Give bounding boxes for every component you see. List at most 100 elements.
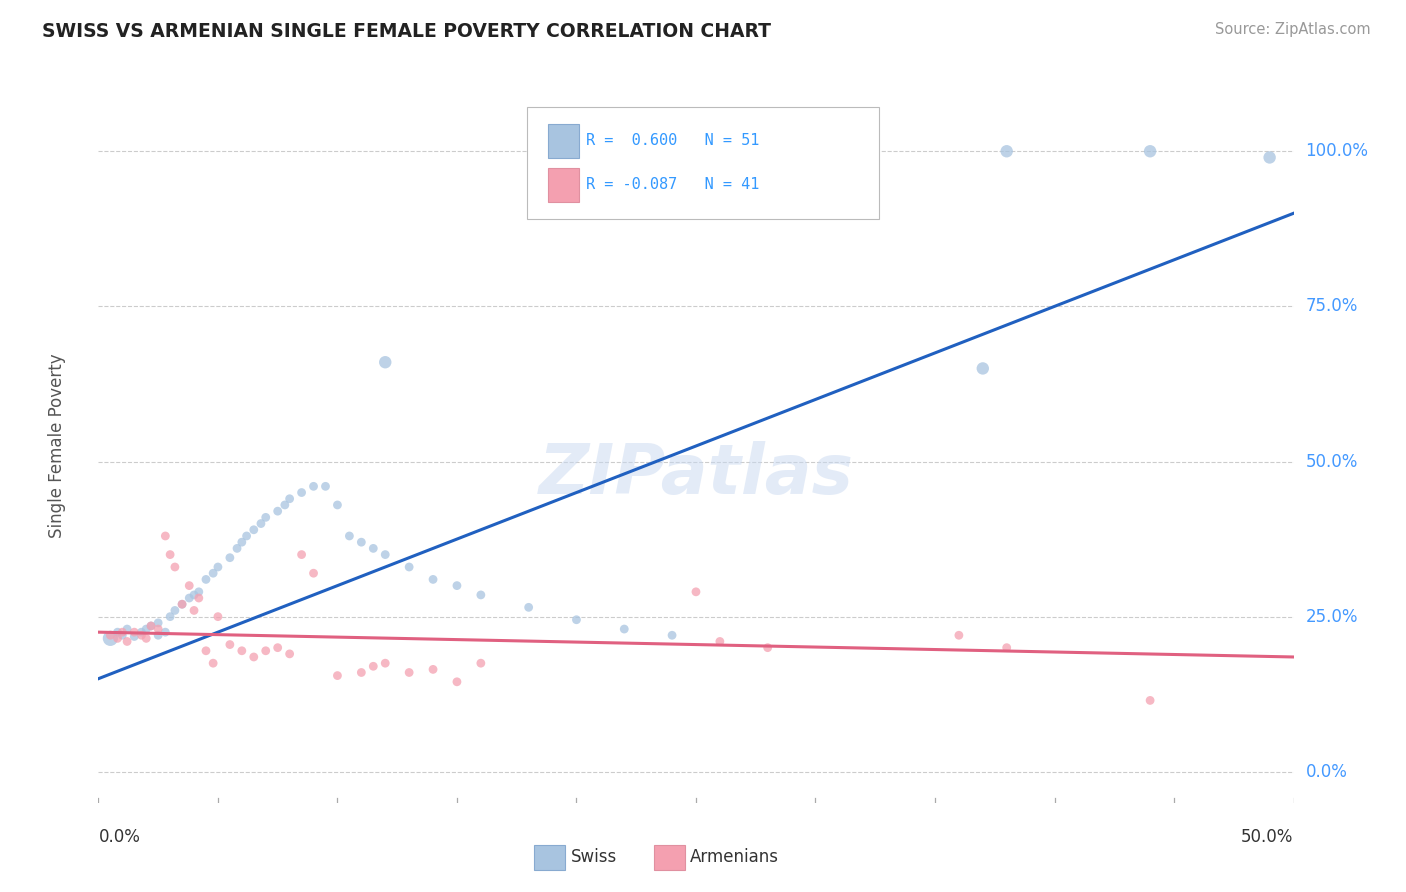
Point <box>219 550 242 565</box>
Point <box>219 638 242 652</box>
Point <box>1139 145 1161 159</box>
Point <box>207 560 229 574</box>
Point <box>135 622 157 636</box>
Point <box>235 529 257 543</box>
Text: 50.0%: 50.0% <box>1305 452 1358 470</box>
Text: 75.0%: 75.0% <box>1305 297 1358 316</box>
Point <box>155 625 177 640</box>
Point <box>187 591 209 605</box>
Point <box>290 548 312 562</box>
Point <box>135 632 157 646</box>
Point <box>202 656 225 670</box>
Point <box>350 665 373 680</box>
Point <box>187 584 209 599</box>
Point <box>131 625 153 640</box>
Point <box>179 579 201 593</box>
Point <box>995 640 1018 655</box>
Point <box>398 560 420 574</box>
Point <box>302 566 325 581</box>
Text: SWISS VS ARMENIAN SINGLE FEMALE POVERTY CORRELATION CHART: SWISS VS ARMENIAN SINGLE FEMALE POVERTY … <box>42 22 770 41</box>
Point <box>159 609 181 624</box>
Point <box>374 355 396 369</box>
Point <box>163 603 186 617</box>
Point <box>517 600 540 615</box>
Point <box>302 479 325 493</box>
Point <box>179 591 201 605</box>
Point <box>139 619 162 633</box>
Point <box>254 644 277 658</box>
Text: ZIPatlas: ZIPatlas <box>538 441 853 508</box>
Point <box>267 640 290 655</box>
Point <box>350 535 373 549</box>
Text: 50.0%: 50.0% <box>1241 828 1294 846</box>
Point <box>661 628 683 642</box>
Point <box>1258 151 1281 165</box>
Point <box>972 361 994 376</box>
Point <box>155 529 177 543</box>
Point <box>124 630 146 644</box>
Point <box>1139 693 1161 707</box>
Point <box>374 656 396 670</box>
Point <box>422 662 444 676</box>
Point <box>111 625 134 640</box>
Point <box>115 634 138 648</box>
Text: Source: ZipAtlas.com: Source: ZipAtlas.com <box>1215 22 1371 37</box>
Point <box>274 498 297 512</box>
Point <box>709 634 731 648</box>
Point <box>207 609 229 624</box>
Text: 100.0%: 100.0% <box>1305 142 1368 161</box>
Point <box>374 548 396 562</box>
Text: R = -0.087   N = 41: R = -0.087 N = 41 <box>586 177 759 192</box>
Point <box>565 613 588 627</box>
Point <box>139 619 162 633</box>
Point <box>363 659 385 673</box>
Point <box>278 491 301 506</box>
Point <box>202 566 225 581</box>
Point <box>446 579 468 593</box>
Point <box>131 628 153 642</box>
Point <box>470 588 492 602</box>
Point <box>756 640 779 655</box>
Text: 0.0%: 0.0% <box>1305 763 1347 780</box>
Point <box>98 632 122 646</box>
Point <box>231 644 253 658</box>
Point <box>398 665 420 680</box>
Point <box>613 622 636 636</box>
Point <box>446 674 468 689</box>
Point <box>250 516 273 531</box>
Point <box>172 597 194 611</box>
Text: Single Female Poverty: Single Female Poverty <box>48 354 66 538</box>
Point <box>337 529 360 543</box>
Point <box>422 573 444 587</box>
Point <box>194 644 217 658</box>
Point <box>148 615 170 630</box>
Point <box>172 597 194 611</box>
Point <box>254 510 277 524</box>
Point <box>243 523 266 537</box>
Text: Swiss: Swiss <box>571 848 617 866</box>
Point <box>111 628 134 642</box>
Point <box>363 541 385 556</box>
Point <box>326 498 349 512</box>
Point <box>948 628 970 642</box>
Text: 25.0%: 25.0% <box>1305 607 1358 625</box>
Point <box>107 625 129 640</box>
Text: Armenians: Armenians <box>690 848 779 866</box>
Point <box>470 656 492 670</box>
Point <box>194 573 217 587</box>
Text: R =  0.600   N = 51: R = 0.600 N = 51 <box>586 133 759 148</box>
Point <box>124 625 146 640</box>
Point <box>107 632 129 646</box>
Point <box>226 541 249 556</box>
Point <box>183 588 205 602</box>
Text: 0.0%: 0.0% <box>98 828 141 846</box>
Point <box>685 584 707 599</box>
Point <box>326 668 349 682</box>
Point <box>315 479 337 493</box>
Point <box>148 628 170 642</box>
Point <box>995 145 1018 159</box>
Point <box>278 647 301 661</box>
Point <box>243 650 266 665</box>
Point <box>163 560 186 574</box>
Point <box>290 485 312 500</box>
